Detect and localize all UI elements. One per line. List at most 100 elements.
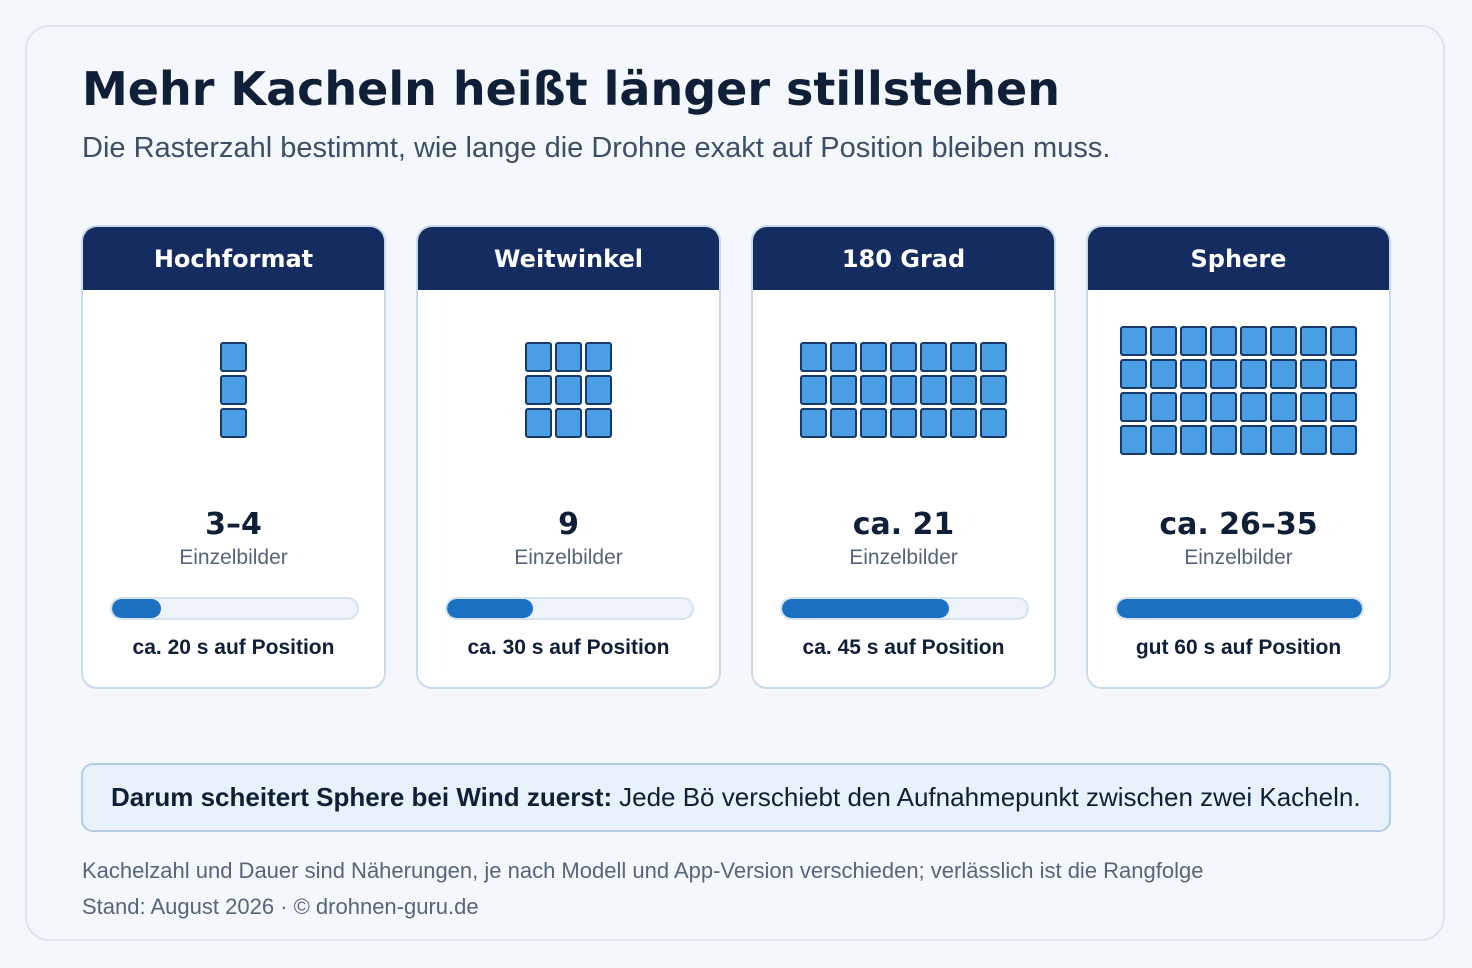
wait-time-bar	[780, 597, 1029, 620]
image-tile	[860, 342, 887, 372]
image-tile	[1210, 358, 1237, 389]
image-tile	[1150, 424, 1177, 455]
image-tile	[1210, 424, 1237, 455]
image-tile	[890, 342, 917, 372]
wait-duration: ca. 20 s auf Position	[132, 636, 335, 659]
wait-time-bar	[1115, 597, 1364, 620]
image-tile	[1270, 358, 1297, 389]
image-tile	[1150, 358, 1177, 389]
card-title: 180 Grad	[753, 227, 1054, 290]
wait-time-bar-fill	[1117, 599, 1362, 618]
image-tile	[1270, 391, 1297, 422]
image-tile	[920, 408, 947, 438]
image-tile	[890, 408, 917, 438]
wait-time-bar-fill	[447, 599, 533, 618]
page-title: Mehr Kacheln heißt länger stillstehen	[82, 62, 1060, 116]
tile-grid	[1120, 325, 1357, 455]
image-tile	[555, 408, 582, 438]
image-tile	[1240, 424, 1267, 455]
image-tile	[555, 342, 582, 372]
image-tile	[1330, 358, 1357, 389]
image-tile	[220, 342, 247, 372]
source-credit: Stand: August 2026 · © drohnen-guru.de	[82, 894, 479, 919]
image-tile	[585, 408, 612, 438]
image-tile	[525, 342, 552, 372]
image-tile	[830, 375, 857, 405]
image-tile	[1120, 391, 1147, 422]
image-tile	[1300, 358, 1327, 389]
tile-grid	[800, 342, 1007, 438]
card-sphere: Sphere ca. 26–35 Einzelbilder gut 60 s a…	[1086, 225, 1391, 689]
image-tile	[980, 375, 1007, 405]
wind-callout: Darum scheitert Sphere bei Wind zuerst: …	[81, 763, 1391, 832]
image-tile	[1330, 391, 1357, 422]
image-tile	[1180, 325, 1207, 356]
card-180-grad: 180 Grad ca. 21 Einzelbilder ca. 45 s au…	[751, 225, 1056, 689]
image-tile	[525, 375, 552, 405]
image-tile	[1120, 325, 1147, 356]
image-tile	[220, 375, 247, 405]
image-tile	[830, 342, 857, 372]
image-tile	[950, 408, 977, 438]
image-tile	[555, 375, 582, 405]
image-tile	[1300, 325, 1327, 356]
image-tile	[980, 408, 1007, 438]
image-tile	[920, 375, 947, 405]
image-tile	[1150, 325, 1177, 356]
footnote: Kachelzahl und Dauer sind Näherungen, je…	[82, 858, 1204, 883]
card-weitwinkel: Weitwinkel 9 Einzelbilder ca. 30 s auf P…	[416, 225, 721, 689]
image-tile	[1270, 325, 1297, 356]
image-tile	[800, 342, 827, 372]
wait-duration: ca. 45 s auf Position	[802, 636, 1005, 659]
page-subtitle: Die Rasterzahl bestimmt, wie lange die D…	[82, 132, 1111, 164]
wait-duration: ca. 30 s auf Position	[467, 636, 670, 659]
callout-text: Jede Bö verschiebt den Aufnahmepunkt zwi…	[619, 782, 1361, 812]
card-title: Weitwinkel	[418, 227, 719, 290]
image-tile	[1330, 325, 1357, 356]
card-hochformat: Hochformat 3–4 Einzelbilder ca. 20 s auf…	[81, 225, 386, 689]
tile-grid	[525, 342, 612, 438]
tile-count: 3–4	[205, 507, 262, 542]
wait-time-bar-fill	[112, 599, 161, 618]
image-tile	[950, 342, 977, 372]
image-tile	[1240, 358, 1267, 389]
image-tile	[220, 408, 247, 438]
card-title: Hochformat	[83, 227, 384, 290]
wait-time-bar	[445, 597, 694, 620]
image-tile	[585, 375, 612, 405]
image-tile	[1210, 325, 1237, 356]
wait-time-bar-fill	[782, 599, 949, 618]
image-tile	[1180, 358, 1207, 389]
tile-count-unit: Einzelbilder	[179, 546, 288, 569]
wait-time-bar	[110, 597, 359, 620]
image-tile	[860, 375, 887, 405]
image-tile	[1150, 391, 1177, 422]
tile-count-unit: Einzelbilder	[1184, 546, 1293, 569]
tile-count-unit: Einzelbilder	[849, 546, 958, 569]
image-tile	[1300, 424, 1327, 455]
image-tile	[860, 408, 887, 438]
card-title: Sphere	[1088, 227, 1389, 290]
image-tile	[1180, 391, 1207, 422]
image-tile	[1180, 424, 1207, 455]
image-tile	[920, 342, 947, 372]
tile-count: ca. 26–35	[1159, 507, 1318, 542]
wait-duration: gut 60 s auf Position	[1135, 636, 1342, 659]
image-tile	[950, 375, 977, 405]
image-tile	[1330, 424, 1357, 455]
image-tile	[890, 375, 917, 405]
image-tile	[830, 408, 857, 438]
image-tile	[980, 342, 1007, 372]
tile-count: 9	[558, 507, 579, 542]
image-tile	[585, 342, 612, 372]
image-tile	[525, 408, 552, 438]
image-tile	[1120, 424, 1147, 455]
callout-heading: Darum scheitert Sphere bei Wind zuerst:	[111, 782, 613, 812]
tile-count: ca. 21	[852, 507, 955, 542]
tile-grid	[220, 342, 247, 438]
image-tile	[800, 408, 827, 438]
image-tile	[1240, 391, 1267, 422]
image-tile	[1300, 391, 1327, 422]
image-tile	[1120, 358, 1147, 389]
image-tile	[1270, 424, 1297, 455]
